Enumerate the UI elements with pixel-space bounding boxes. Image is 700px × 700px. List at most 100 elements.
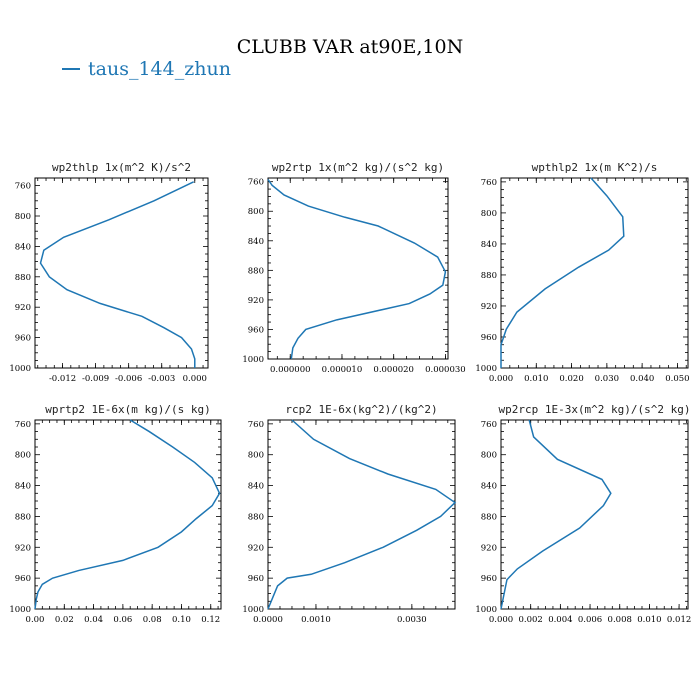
- x-tick-label: 0.040: [630, 374, 654, 384]
- y-tick-label: 880: [248, 512, 264, 522]
- y-tick-label: 760: [15, 182, 31, 192]
- y-tick-label: 800: [481, 451, 497, 461]
- y-tick-label: 880: [15, 512, 31, 522]
- x-tick-label: 0.010: [637, 615, 661, 625]
- y-tick-label: 920: [15, 543, 31, 553]
- x-tick-label: 0.08: [143, 615, 162, 625]
- y-tick-label: 760: [248, 178, 264, 188]
- subplot-title: wpthlp2 1x(m K^2)/s: [532, 161, 658, 174]
- y-tick-label: 960: [481, 574, 497, 584]
- series-line: [500, 177, 625, 368]
- series-line: [267, 419, 457, 610]
- y-tick-label: 1000: [9, 364, 31, 374]
- x-tick-label: 0.0010: [301, 615, 331, 625]
- subplot-title: wp2rcp 1E-3x(m^2 kg)/(s^2 kg): [498, 403, 690, 416]
- y-tick-label: 800: [15, 212, 31, 222]
- y-tick-label: 760: [481, 178, 497, 188]
- series-line: [39, 181, 196, 368]
- plot-frame: [34, 177, 209, 369]
- x-tick-label: 0.050: [665, 374, 689, 384]
- y-tick-label: 800: [248, 207, 264, 217]
- x-tick-label: 0.000: [183, 374, 207, 384]
- legend: taus_144_zhun: [62, 58, 231, 80]
- y-tick-label: 960: [248, 574, 264, 584]
- subplot-3: wpthlp2 1x(m K^2)/s 760 800 840 880 920 960 100…: [475, 161, 689, 384]
- subplot-5: rcp2 1E-6x(kg^2)/(kg^2) 760 800 840 880 920 96…: [242, 403, 457, 625]
- y-tick-label: 880: [481, 512, 497, 522]
- series-line: [267, 179, 447, 360]
- y-tick-label: 920: [248, 543, 264, 553]
- y-tick-label: 840: [248, 237, 264, 247]
- x-tick-label: -0.003: [148, 374, 175, 384]
- plot-frame: [267, 419, 456, 610]
- legend-label: taus_144_zhun: [88, 58, 231, 80]
- x-tick-label: 0.012: [667, 615, 691, 625]
- x-tick-label: 0.000: [489, 615, 513, 625]
- x-tick-label: 0.000020: [373, 365, 414, 375]
- x-tick-label: 0.0030: [397, 615, 427, 625]
- y-tick-label: 800: [248, 451, 264, 461]
- series-line: [34, 419, 221, 610]
- x-tick-label: 0.00: [26, 615, 45, 625]
- x-tick-label: 0.0000: [253, 615, 283, 625]
- x-tick-label: 0.000010: [322, 365, 363, 375]
- series-line: [500, 419, 612, 610]
- x-tick-label: 0.030: [595, 374, 619, 384]
- y-tick-label: 840: [481, 240, 497, 250]
- plot-frame: [500, 419, 689, 610]
- x-tick-label: 0.020: [559, 374, 583, 384]
- y-tick-label: 920: [248, 296, 264, 306]
- x-tick-label: -0.006: [115, 374, 142, 384]
- y-tick-label: 920: [481, 543, 497, 553]
- y-tick-label: 960: [15, 574, 31, 584]
- x-tick-label: -0.012: [49, 374, 76, 384]
- subplot-title: wp2rtp 1x(m^2 kg)/(s^2 kg): [272, 161, 444, 174]
- y-tick-label: 1000: [475, 364, 497, 374]
- subplot-1: wp2thlp 1x(m^2 K)/s^2 760 800 840 880 920 960 1…: [9, 161, 209, 384]
- y-tick-label: 800: [481, 209, 497, 219]
- x-tick-label: 0.04: [84, 615, 103, 625]
- y-tick-label: 960: [15, 334, 31, 344]
- x-tick-label: 0.10: [172, 615, 191, 625]
- y-tick-label: 840: [15, 482, 31, 492]
- x-tick-label: 0.000: [489, 374, 513, 384]
- y-tick-label: 1000: [242, 355, 264, 365]
- plot-frame: [267, 177, 449, 360]
- x-tick-label: 0.12: [201, 615, 220, 625]
- y-tick-label: 1000: [475, 605, 497, 615]
- y-tick-label: 800: [15, 451, 31, 461]
- y-tick-label: 840: [248, 482, 264, 492]
- x-tick-label: 0.004: [548, 615, 572, 625]
- y-tick-label: 760: [15, 420, 31, 430]
- y-tick-label: 1000: [242, 605, 264, 615]
- x-tick-label: 0.010: [524, 374, 548, 384]
- y-tick-label: 760: [481, 420, 497, 430]
- subplot-6: wp2rcp 1E-3x(m^2 kg)/(s^2 kg)760 800 840 88…: [475, 403, 691, 625]
- y-tick-label: 1000: [9, 605, 31, 615]
- subplot-4: wprtp2 1E-6x(m kg)/(s kg) 760 800 840 880 920…: [9, 403, 222, 625]
- y-tick-label: 880: [15, 273, 31, 283]
- y-tick-label: 760: [248, 420, 264, 430]
- plot-frame: [34, 419, 222, 610]
- subplot-title: wprtp2 1E-6x(m kg)/(s kg): [45, 403, 211, 416]
- x-tick-label: 0.002: [519, 615, 543, 625]
- legend-line-swatch: [62, 68, 80, 70]
- y-tick-label: 960: [481, 333, 497, 343]
- x-tick-label: 0.006: [578, 615, 602, 625]
- figure-title: CLUBB VAR at90E,10N: [236, 36, 464, 58]
- y-tick-label: 840: [481, 482, 497, 492]
- x-tick-label: 0.06: [113, 615, 132, 625]
- subplot-title: wp2thlp 1x(m^2 K)/s^2: [52, 161, 191, 174]
- plot-frame: [500, 177, 689, 369]
- y-tick-label: 920: [15, 303, 31, 313]
- x-tick-label: 0.02: [55, 615, 74, 625]
- subplot-2: wp2rtp 1x(m^2 kg)/(s^2 kg) 760 800 840 880 92…: [242, 161, 465, 375]
- y-tick-label: 920: [481, 302, 497, 312]
- y-tick-label: 960: [248, 325, 264, 335]
- y-tick-label: 880: [481, 271, 497, 281]
- y-tick-label: 880: [248, 266, 264, 276]
- subplot-title: rcp2 1E-6x(kg^2)/(kg^2): [285, 403, 437, 416]
- y-tick-label: 840: [15, 242, 31, 252]
- x-tick-label: -0.009: [82, 374, 109, 384]
